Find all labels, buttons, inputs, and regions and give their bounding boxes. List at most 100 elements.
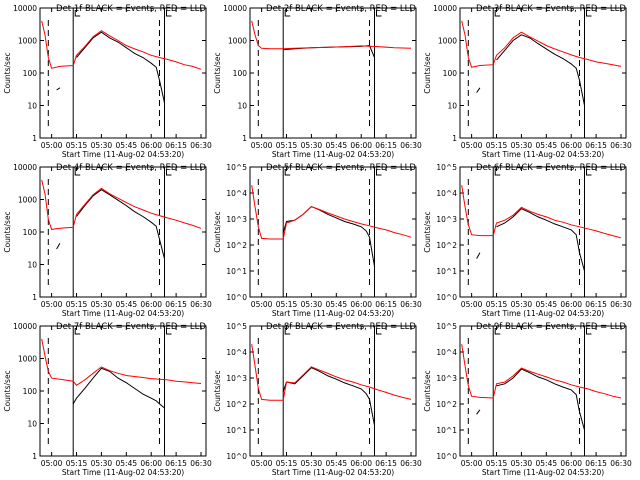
y-tick-label: 10^5: [436, 163, 457, 172]
interval-marker: [74, 10, 81, 17]
chart-panel-2: Det 2f BLACK = Events, RED = LLD 1 10 100 10…: [213, 4, 422, 159]
y-tick-label: 10000: [13, 163, 37, 172]
chart-title: Det 3f BLACK = Events, RED = LLD: [476, 4, 626, 14]
y-axis-label: Counts/sec: [423, 211, 432, 252]
chart-panel-1: Det 1f BLACK = Events, RED = LLD 1 10 100 10…: [3, 4, 212, 159]
y-tick-label: 10^2: [436, 400, 457, 409]
x-tick-label: 06:00: [140, 141, 162, 150]
series-line-lld: [251, 185, 412, 240]
series-line-events: [476, 368, 585, 431]
y-tick-label: 10^2: [226, 241, 247, 250]
interval-marker: [166, 10, 172, 17]
interval-marker: [284, 169, 291, 176]
x-tick-label: 06:30: [190, 300, 212, 309]
x-tick-label: 06:00: [560, 459, 582, 468]
series-line-events: [282, 367, 375, 426]
y-tick-label: 10: [27, 420, 37, 429]
chart-panel-4: Det 4f BLACK = Events, RED = LLD 1 10 100 10…: [3, 163, 212, 318]
interval-marker: [166, 328, 172, 335]
x-tick-label: 05:30: [511, 141, 533, 150]
y-axis-label: Counts/sec: [3, 211, 12, 252]
x-tick-label: 05:15: [66, 459, 88, 468]
y-tick-label: 100: [233, 69, 248, 78]
series-line-lld: [41, 20, 202, 70]
series-line-events: [282, 206, 375, 267]
y-tick-label: 1000: [228, 37, 247, 46]
plot-frame: [249, 325, 417, 457]
x-tick-label: 05:15: [276, 459, 298, 468]
interval-marker: [74, 328, 81, 335]
x-tick-label: 06:30: [610, 141, 632, 150]
y-tick-label: 10^1: [226, 267, 247, 276]
interval-marker: [586, 328, 592, 335]
chart-title: Det 5f BLACK = Events, RED = LLD: [266, 163, 416, 173]
x-tick-label: 05:15: [276, 141, 298, 150]
y-tick-label: 10: [447, 102, 457, 111]
y-tick-label: 100: [23, 228, 38, 237]
chart-panel-7: Det 7f BLACK = Events, RED = LLD 1 10 100 10…: [3, 322, 212, 477]
x-axis-label: Start Time (11-Aug-02 04:53:20): [62, 150, 184, 159]
x-tick-label: 05:45: [536, 141, 558, 150]
x-tick-label: 05:15: [66, 300, 88, 309]
y-tick-label: 1000: [18, 196, 37, 205]
x-axis-label: Start Time (11-Aug-02 04:53:20): [272, 309, 394, 318]
y-axis-label: Counts/sec: [3, 370, 12, 411]
y-tick-label: 10000: [13, 322, 37, 331]
x-tick-label: 05:45: [116, 300, 138, 309]
x-tick-label: 06:15: [375, 141, 397, 150]
interval-marker: [376, 10, 382, 17]
y-tick-label: 10^0: [226, 452, 247, 461]
x-tick-label: 05:45: [326, 459, 348, 468]
series-line-events: [56, 31, 165, 104]
y-tick-label: 10^3: [436, 215, 457, 224]
y-tick-label: 1000: [18, 355, 37, 364]
y-tick-label: 10^4: [226, 189, 247, 198]
plot-frame: [459, 166, 627, 298]
x-tick-label: 05:00: [41, 141, 63, 150]
x-tick-label: 06:15: [165, 459, 187, 468]
y-tick-label: 10^3: [226, 374, 247, 383]
plot-frame: [249, 7, 417, 139]
y-tick-label: 100: [443, 69, 458, 78]
y-axis-label: Counts/sec: [3, 52, 12, 93]
x-tick-label: 06:30: [610, 300, 632, 309]
x-tick-label: 05:00: [251, 300, 273, 309]
y-tick-label: 10000: [13, 4, 37, 13]
x-axis-label: Start Time (11-Aug-02 04:53:20): [272, 468, 394, 477]
y-tick-label: 10: [237, 102, 247, 111]
x-axis-label: Start Time (11-Aug-02 04:53:20): [482, 468, 604, 477]
x-axis-label: Start Time (11-Aug-02 04:53:20): [62, 468, 184, 477]
x-tick-label: 05:45: [326, 141, 348, 150]
chart-panel-9: Det 9f BLACK = Events, RED = LLD 10^0 10^1…: [423, 322, 632, 477]
interval-marker: [284, 10, 291, 17]
series-line-lld: [251, 344, 412, 401]
x-tick-label: 05:45: [116, 141, 138, 150]
x-tick-label: 05:45: [536, 459, 558, 468]
x-tick-label: 05:45: [326, 300, 348, 309]
x-tick-label: 05:30: [511, 459, 533, 468]
x-tick-label: 06:30: [400, 141, 422, 150]
x-tick-label: 06:15: [375, 459, 397, 468]
x-tick-label: 06:30: [400, 300, 422, 309]
x-tick-label: 06:00: [560, 300, 582, 309]
chart-panel-3: Det 3f BLACK = Events, RED = LLD 1 10 100 10…: [423, 4, 632, 159]
x-tick-label: 05:45: [536, 300, 558, 309]
x-tick-label: 05:00: [461, 141, 483, 150]
x-tick-label: 05:30: [91, 459, 113, 468]
x-tick-label: 05:45: [116, 459, 138, 468]
y-tick-label: 10^5: [436, 322, 457, 331]
y-tick-label: 1: [32, 293, 37, 302]
y-tick-label: 1: [32, 134, 37, 143]
interval-marker: [376, 328, 382, 335]
x-tick-label: 05:00: [251, 141, 273, 150]
chart-panel-6: Det 6f BLACK = Events, RED = LLD 10^0 10^1…: [423, 163, 632, 318]
chart-panel-8: Det 8f BLACK = Events, RED = LLD 10^0 10^1…: [213, 322, 422, 477]
y-tick-label: 10^1: [436, 426, 457, 435]
series-line-lld: [461, 185, 622, 239]
y-tick-label: 10^1: [226, 426, 247, 435]
x-axis-label: Start Time (11-Aug-02 04:53:20): [272, 150, 394, 159]
y-tick-label: 1000: [438, 37, 457, 46]
y-tick-label: 10^3: [436, 374, 457, 383]
x-tick-label: 06:00: [140, 459, 162, 468]
series-line-lld: [461, 20, 622, 68]
